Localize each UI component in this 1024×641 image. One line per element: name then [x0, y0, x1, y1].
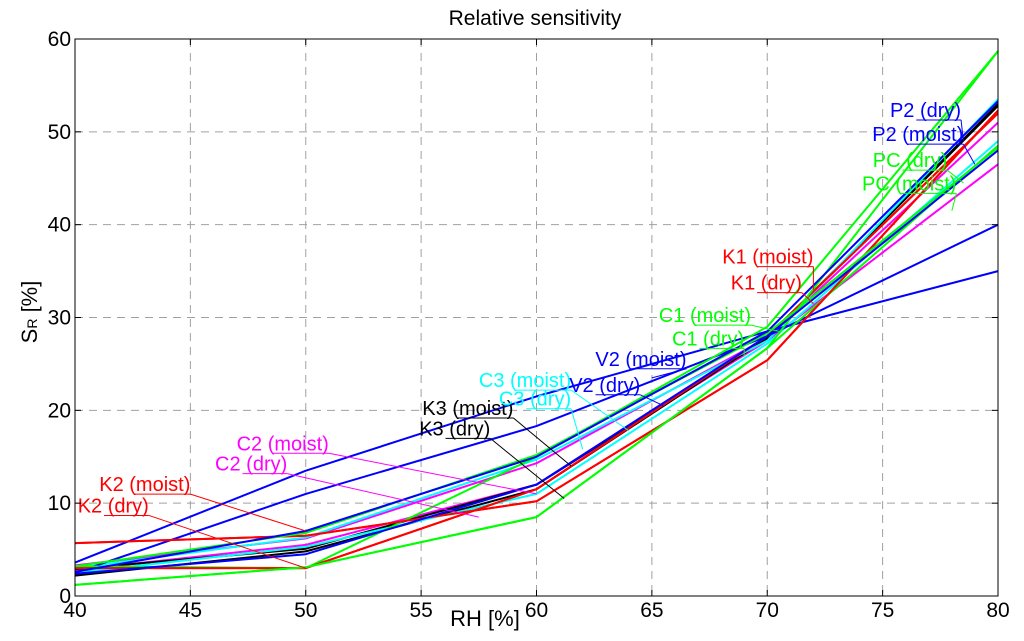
x-tick-label: 80 [986, 599, 1009, 622]
annotation-label-11: C1 (dry) [672, 328, 744, 350]
annotation-label-8: C3 (moist) [479, 370, 571, 392]
y-tick-label: 50 [48, 121, 71, 144]
annotation-leader-3 [287, 473, 479, 518]
series-lines [74, 50, 999, 586]
y-tick-label: 0 [59, 585, 71, 608]
series-line-9 [74, 223, 999, 574]
annotation-label-14: K1 (moist) [722, 247, 813, 269]
annotation-label-5: K3 (dry) [419, 418, 490, 440]
series-line-13 [74, 109, 999, 545]
x-tick-label: 40 [63, 599, 86, 622]
annotation-label-13: K1 (dry) [731, 273, 802, 295]
annotation-label-18: P2 (dry) [890, 100, 961, 122]
annotation-leader-15 [951, 193, 957, 211]
annotation-leader-12 [750, 324, 779, 332]
annotation-leader-13 [801, 292, 814, 304]
x-tick-label: 55 [409, 599, 432, 622]
y-axis-label-unit: [%] [17, 281, 42, 319]
annotation-leader-16 [946, 169, 964, 184]
annotation-label-1: K2 (dry) [78, 495, 149, 517]
chart-title: Relative sensitivity [449, 7, 622, 30]
x-tick-label: 75 [871, 599, 894, 622]
annotation-label-12: C1 (moist) [659, 305, 751, 327]
annotation-label-6: K3 (moist) [422, 398, 513, 420]
annotation-leader-18 [960, 119, 964, 142]
ticks: 40 45 50 55 60 65 70 75 80 0 10 20 30 40 50 60 [48, 28, 1010, 622]
x-axis-label: RH [%] [450, 606, 520, 631]
annotation-label-7: C3 (dry) [499, 389, 571, 411]
annotation-label-2: K2 (moist) [99, 474, 190, 496]
series-line-18 [74, 100, 999, 573]
y-tick-label: 30 [48, 307, 71, 330]
y-tick-label: 40 [48, 214, 71, 237]
annotation-label-4: C2 (moist) [237, 433, 329, 455]
x-tick-label: 65 [640, 599, 663, 622]
annotation-label-3: C2 (dry) [215, 454, 287, 476]
annotation-leader-1 [148, 514, 306, 569]
y-tick-label: 10 [48, 492, 71, 515]
y-axis-label: SR [%] [17, 281, 42, 344]
annotation-label-9: V2 (dry) [569, 375, 640, 397]
x-tick-label: 45 [179, 599, 202, 622]
annotation-leader-17 [962, 143, 976, 165]
series-line-16 [74, 50, 999, 586]
annotation-leader-9 [640, 394, 664, 407]
series-line-14 [75, 112, 999, 570]
annotation-leader-10 [651, 368, 687, 379]
annotation-label-17: P2 (moist) [872, 124, 963, 146]
annotations: K2 (dry)K2 (moist) C2 (dry)C2 (moist) K3 (… [78, 100, 976, 569]
annotation-leader-5 [490, 438, 565, 499]
grid [75, 39, 998, 596]
annotation-leader-6 [513, 417, 572, 467]
annotation-label-15: PC (moist) [862, 173, 956, 195]
y-tick-label: 20 [48, 399, 71, 422]
x-tick-label: 60 [525, 599, 548, 622]
series-line-10 [74, 270, 999, 564]
annotation-label-16: PC (dry) [873, 150, 947, 172]
y-axis-label-main: S [17, 329, 42, 344]
series-line-8 [74, 98, 999, 570]
y-axis-label-subscript: R [24, 319, 40, 329]
annotation-leader-7 [570, 408, 584, 450]
annotation-label-10: V2 (moist) [595, 349, 686, 371]
series-line-17 [74, 149, 999, 575]
x-tick-label: 50 [294, 599, 317, 622]
annotation-leader-4 [328, 452, 537, 495]
y-tick-label: 60 [48, 28, 71, 51]
x-tick-label: 70 [756, 599, 779, 622]
annotation-leader-2 [190, 493, 306, 532]
annotation-leader-8 [570, 389, 630, 432]
